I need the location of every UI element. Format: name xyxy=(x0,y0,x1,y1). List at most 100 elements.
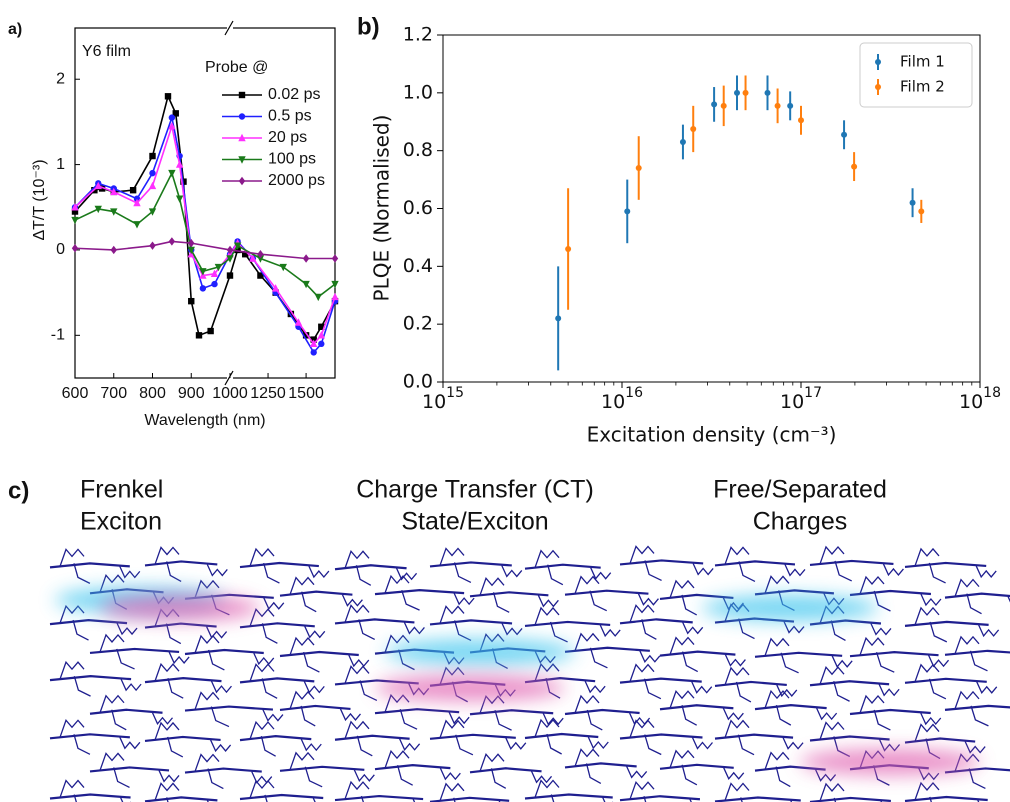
data-point xyxy=(679,138,686,145)
molecule-sidechain xyxy=(194,634,275,666)
molecule-link xyxy=(550,794,555,802)
molecule-link xyxy=(167,736,184,758)
molecule-link xyxy=(73,675,91,697)
marker xyxy=(168,114,176,121)
molecule-link xyxy=(263,562,280,584)
molecule-link xyxy=(260,735,276,757)
legend-label: 100 ps xyxy=(268,151,316,168)
marker xyxy=(234,246,241,254)
tick-exponent: 15 xyxy=(446,385,464,401)
legend-marker xyxy=(875,59,881,65)
marker xyxy=(94,181,102,190)
molecule-backbone xyxy=(144,796,218,802)
marker xyxy=(331,292,339,301)
tick-base: 10 xyxy=(780,391,804,413)
molecule-backbone xyxy=(524,793,613,800)
molecule-backbone xyxy=(659,704,734,711)
molecule-backbone xyxy=(89,708,163,715)
marker xyxy=(133,198,141,207)
molecule-backbone xyxy=(619,733,703,740)
molecule-link xyxy=(585,763,602,784)
molecule-sidechain xyxy=(194,691,284,722)
molecule-sidechain xyxy=(99,752,180,783)
molecule-link xyxy=(111,709,127,731)
molecule-backbone xyxy=(184,767,262,774)
marker xyxy=(94,205,102,214)
molecule-sidechain xyxy=(534,779,614,802)
molecule-sidechain xyxy=(99,633,190,665)
molecule-link xyxy=(453,562,472,584)
tick-base: 10 xyxy=(422,391,446,413)
marker xyxy=(129,186,137,194)
marker xyxy=(149,152,156,160)
molecule-backbone xyxy=(619,618,693,625)
molecule-link xyxy=(399,708,418,730)
axis-break xyxy=(224,370,234,386)
y-tick-label: 0.2 xyxy=(403,313,433,335)
molecule-backbone xyxy=(809,735,890,742)
marker xyxy=(211,280,218,288)
molecule-sidechain xyxy=(859,575,942,607)
y-axis-label: ΔT/T (10⁻³) xyxy=(31,159,48,240)
molecule-link xyxy=(358,619,375,640)
molecule-backbone xyxy=(524,732,599,740)
marker xyxy=(331,280,339,289)
marker xyxy=(172,110,179,117)
molecule-sidechain xyxy=(154,546,228,577)
molecule-link xyxy=(210,706,230,728)
y-tick-label: 0 xyxy=(56,241,65,258)
molecule-link xyxy=(970,705,989,727)
molecule-link xyxy=(735,681,752,703)
molecule-link xyxy=(549,621,568,643)
molecule-backbone xyxy=(374,764,451,771)
molecule-link xyxy=(643,796,647,802)
marker xyxy=(242,251,249,258)
molecule-link xyxy=(303,651,320,673)
molecule-sidechain xyxy=(289,751,375,783)
molecule-link xyxy=(264,794,268,802)
molecule-backbone xyxy=(144,622,217,629)
marker xyxy=(98,185,106,192)
molecule-backbone xyxy=(184,648,264,656)
molecule-link xyxy=(455,734,474,756)
molecule-backbone xyxy=(89,766,170,773)
molecule-sidechain xyxy=(629,604,704,635)
molecule-backbone xyxy=(904,795,988,802)
marker xyxy=(318,323,325,330)
molecule-sidechain xyxy=(859,636,950,668)
molecule-backbone xyxy=(374,589,465,596)
molecule-sidechain xyxy=(819,665,900,697)
molecule-backbone xyxy=(849,651,939,658)
molecule-link xyxy=(643,678,662,700)
x-tick-label: 800 xyxy=(139,385,166,402)
molecule-backbone xyxy=(714,796,801,802)
molecule-sidechain xyxy=(724,546,806,577)
molecule-sidechain xyxy=(669,749,745,781)
y-tick-label: -1 xyxy=(51,327,65,344)
molecule-backbone xyxy=(184,705,273,712)
molecule-backbone xyxy=(754,704,827,711)
molecule-backbone xyxy=(659,593,734,601)
data-point xyxy=(565,245,572,252)
molecule-link xyxy=(355,565,372,586)
x-tick-label: 700 xyxy=(100,385,127,402)
data-point xyxy=(851,163,858,170)
molecule-backbone xyxy=(659,763,734,770)
molecule-link xyxy=(775,766,791,788)
y-tick-label: 0.8 xyxy=(403,139,433,161)
marker xyxy=(148,181,157,190)
molecule-sidechain xyxy=(344,780,416,802)
molecule-sidechain xyxy=(439,605,523,636)
marker xyxy=(149,241,156,250)
molecule-link xyxy=(830,620,846,642)
data-point xyxy=(918,208,925,215)
molecule-sidechain xyxy=(724,782,793,802)
molecule-link xyxy=(780,652,799,674)
marker xyxy=(71,203,79,211)
series-line xyxy=(74,114,336,354)
data-point xyxy=(764,89,771,96)
molecule-sidechain xyxy=(249,608,326,639)
molecule-sidechain xyxy=(289,576,363,607)
marker xyxy=(302,280,310,289)
